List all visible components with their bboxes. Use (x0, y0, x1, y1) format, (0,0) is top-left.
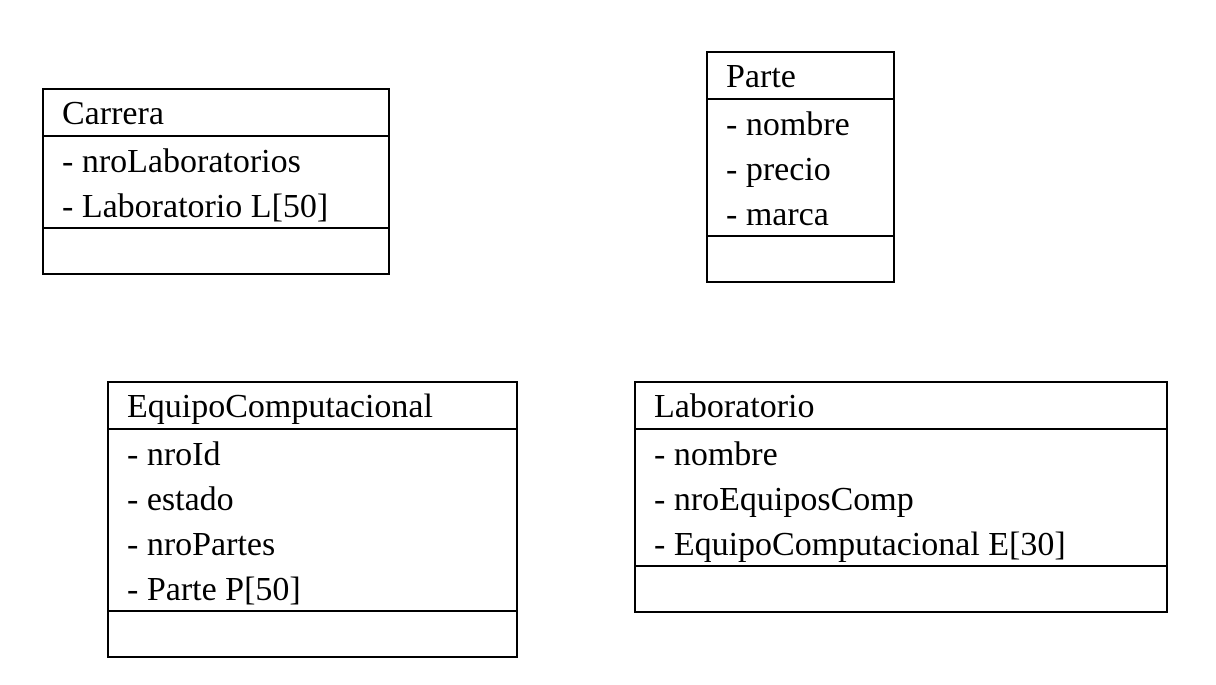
attribute-item: - nroId (127, 436, 221, 473)
attribute-item: - precio (726, 151, 831, 188)
attribute-item: - nroPartes (127, 526, 276, 563)
class-name: Parte (708, 53, 893, 100)
attribute-item: - nroLaboratorios (62, 143, 301, 180)
attribute-item: - nombre (726, 106, 850, 143)
class-box-carrera: Carrera - nroLaboratorios - Laboratorio … (42, 88, 390, 275)
attribute-list: - nroLaboratorios - Laboratorio L[50] (44, 137, 388, 229)
class-box-equipo-computacional: EquipoComputacional - nroId - estado - n… (107, 381, 518, 658)
attribute-item: - marca (726, 196, 829, 233)
attribute-item: - nombre (654, 436, 778, 473)
attribute-item: - Parte P[50] (127, 571, 301, 608)
class-name: EquipoComputacional (109, 383, 516, 430)
class-name: Laboratorio (636, 383, 1166, 430)
class-box-parte: Parte - nombre - precio - marca (706, 51, 895, 283)
attribute-item: - Laboratorio L[50] (62, 188, 329, 225)
attribute-item: - nroEquiposComp (654, 481, 914, 518)
attribute-item: - EquipoComputacional E[30] (654, 526, 1066, 563)
attribute-list: - nombre - nroEquiposComp - EquipoComput… (636, 430, 1166, 567)
attribute-item: - estado (127, 481, 234, 518)
class-box-laboratorio: Laboratorio - nombre - nroEquiposComp - … (634, 381, 1168, 613)
class-name: Carrera (44, 90, 388, 137)
attribute-list: - nroId - estado - nroPartes - Parte P[5… (109, 430, 516, 612)
attribute-list: - nombre - precio - marca (708, 100, 893, 237)
